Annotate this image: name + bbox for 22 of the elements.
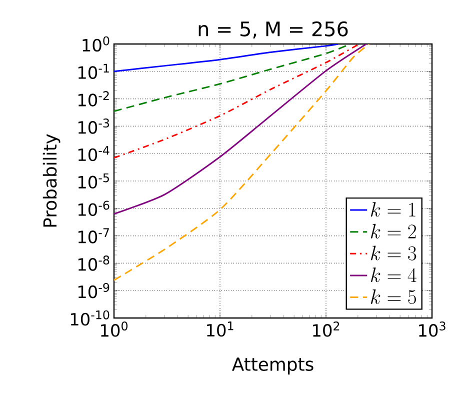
- y-tick-label: 10$^{-2}$: [78, 91, 109, 106]
- y-tick-label: 10$^{-6}$: [78, 200, 110, 216]
- legend-label: $k=3$: [370, 246, 416, 260]
- legend-label: $k=2$: [370, 224, 416, 238]
- legend-label: $k=1$: [370, 202, 416, 217]
- y-tick-label: 10$^{-5}$: [78, 173, 109, 189]
- y-tick-label: 10$^{0}$: [82, 36, 110, 52]
- y-tick-label: 10$^{-8}$: [78, 256, 110, 271]
- x-tick-label: 10$^{3}$: [419, 322, 446, 337]
- y-tick-label: 10$^{-9}$: [78, 282, 110, 298]
- x-tick-label: 10$^{2}$: [313, 322, 340, 337]
- legend-label: $k=5$: [370, 289, 416, 304]
- x-axis-title: Attempts: [232, 358, 314, 374]
- y-tick-label: 10$^{-4}$: [78, 146, 110, 162]
- y-axis-title: Probability: [42, 134, 60, 227]
- legend-label: $k=4$: [370, 268, 416, 282]
- x-tick-label: 10$^{1}$: [207, 322, 234, 337]
- chart-title: n = 5, M = 256: [198, 21, 348, 38]
- y-tick-label: 10$^{-1}$: [78, 64, 109, 79]
- y-tick-label: 10$^{-7}$: [78, 228, 109, 244]
- x-tick-label: 10$^{0}$: [101, 322, 128, 337]
- y-tick-label: 10$^{-3}$: [78, 118, 110, 134]
